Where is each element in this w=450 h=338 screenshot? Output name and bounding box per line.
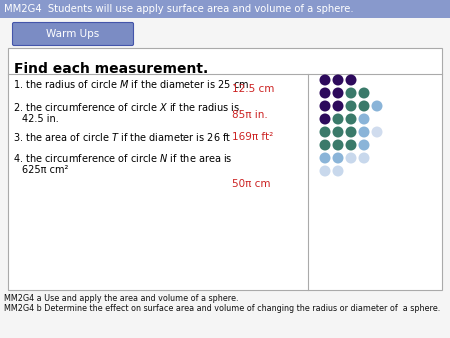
- Text: 2. the circumference of circle $X$ if the radius is: 2. the circumference of circle $X$ if th…: [13, 101, 240, 113]
- Text: 12.5 cm: 12.5 cm: [232, 84, 274, 94]
- Text: MM2G4 a Use and apply the area and volume of a sphere.: MM2G4 a Use and apply the area and volum…: [4, 294, 239, 303]
- Circle shape: [333, 74, 343, 86]
- Circle shape: [346, 126, 356, 138]
- Text: MM2G4 b Determine the effect on surface area and volume of changing the radius o: MM2G4 b Determine the effect on surface …: [4, 304, 440, 313]
- Circle shape: [320, 100, 330, 112]
- Circle shape: [333, 114, 343, 124]
- Circle shape: [372, 100, 382, 112]
- Circle shape: [333, 166, 343, 176]
- Text: Warm Ups: Warm Ups: [46, 29, 99, 39]
- Circle shape: [359, 114, 369, 124]
- Circle shape: [359, 140, 369, 150]
- Text: 625π cm²: 625π cm²: [22, 165, 68, 175]
- Circle shape: [333, 126, 343, 138]
- FancyBboxPatch shape: [0, 0, 450, 18]
- Circle shape: [320, 74, 330, 86]
- Circle shape: [346, 100, 356, 112]
- Circle shape: [359, 100, 369, 112]
- Text: Find each measurement.: Find each measurement.: [14, 62, 208, 76]
- Circle shape: [320, 126, 330, 138]
- Circle shape: [320, 114, 330, 124]
- Text: 42.5 in.: 42.5 in.: [22, 114, 59, 124]
- Text: 3. the area of circle $T$ if the diameter is 26 ft: 3. the area of circle $T$ if the diamete…: [13, 131, 231, 143]
- Circle shape: [333, 100, 343, 112]
- Circle shape: [320, 88, 330, 98]
- Circle shape: [359, 88, 369, 98]
- Circle shape: [320, 166, 330, 176]
- Text: 4. the circumference of circle $N$ if the area is: 4. the circumference of circle $N$ if th…: [13, 152, 233, 164]
- Circle shape: [359, 126, 369, 138]
- Text: 169π ft²: 169π ft²: [232, 132, 273, 142]
- Circle shape: [346, 74, 356, 86]
- Circle shape: [359, 152, 369, 164]
- Circle shape: [372, 126, 382, 138]
- Text: 1. the radius of circle $M$ if the diameter is 25 cm: 1. the radius of circle $M$ if the diame…: [13, 78, 249, 90]
- Text: 50π cm: 50π cm: [232, 179, 270, 189]
- Circle shape: [333, 140, 343, 150]
- Circle shape: [346, 88, 356, 98]
- Circle shape: [346, 140, 356, 150]
- Text: 85π in.: 85π in.: [232, 110, 268, 120]
- Circle shape: [333, 152, 343, 164]
- Circle shape: [320, 140, 330, 150]
- FancyBboxPatch shape: [13, 23, 134, 46]
- Text: MM2G4  Students will use apply surface area and volume of a sphere.: MM2G4 Students will use apply surface ar…: [4, 4, 354, 14]
- FancyBboxPatch shape: [8, 48, 442, 290]
- Circle shape: [333, 88, 343, 98]
- Circle shape: [346, 152, 356, 164]
- Circle shape: [346, 114, 356, 124]
- Circle shape: [320, 152, 330, 164]
